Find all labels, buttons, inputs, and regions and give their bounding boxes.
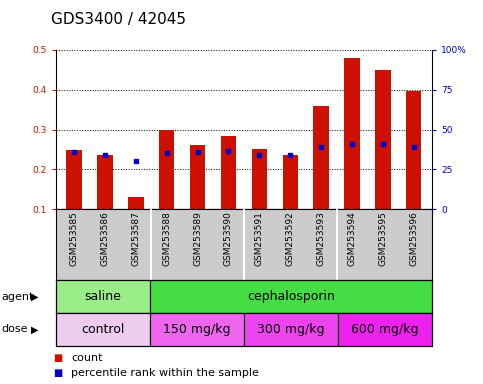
Bar [283, 155, 298, 209]
Bar [338, 313, 432, 346]
Bar [244, 313, 338, 346]
Bar [150, 313, 244, 346]
Text: GSM253587: GSM253587 [131, 212, 141, 266]
Text: cephalosporin: cephalosporin [247, 290, 335, 303]
Text: ▶: ▶ [31, 324, 39, 334]
Text: GSM253586: GSM253586 [100, 212, 110, 266]
Text: 300 mg/kg: 300 mg/kg [257, 323, 325, 336]
Bar [221, 136, 236, 209]
Text: 150 mg/kg: 150 mg/kg [163, 323, 230, 336]
Text: ■: ■ [53, 368, 62, 378]
Text: GSM253588: GSM253588 [162, 212, 171, 266]
Text: control: control [81, 323, 124, 336]
Bar [313, 106, 329, 209]
Bar [406, 91, 422, 209]
Bar [56, 313, 150, 346]
Text: GSM253596: GSM253596 [409, 212, 418, 266]
Text: 600 mg/kg: 600 mg/kg [352, 323, 419, 336]
Bar [150, 280, 432, 313]
Bar [159, 131, 174, 209]
Text: GDS3400 / 42045: GDS3400 / 42045 [51, 12, 186, 27]
Text: ■: ■ [53, 353, 62, 363]
Bar [252, 149, 267, 209]
Text: GSM253589: GSM253589 [193, 212, 202, 266]
Text: GSM253595: GSM253595 [378, 212, 387, 266]
Text: GSM253593: GSM253593 [317, 212, 326, 266]
Bar [97, 155, 113, 209]
Text: GSM253594: GSM253594 [347, 212, 356, 266]
Text: dose: dose [1, 324, 28, 334]
Text: GSM253590: GSM253590 [224, 212, 233, 266]
Text: GSM253591: GSM253591 [255, 212, 264, 266]
Text: saline: saline [84, 290, 121, 303]
Text: agent: agent [1, 291, 33, 302]
Text: percentile rank within the sample: percentile rank within the sample [71, 368, 259, 378]
Text: GSM253585: GSM253585 [70, 212, 79, 266]
Bar [66, 150, 82, 209]
Text: ▶: ▶ [31, 291, 39, 302]
Bar [128, 197, 143, 209]
Bar [56, 280, 150, 313]
Text: count: count [71, 353, 103, 363]
Bar [344, 58, 360, 209]
Bar [375, 70, 391, 209]
Text: GSM253592: GSM253592 [286, 212, 295, 266]
Bar [190, 145, 205, 209]
